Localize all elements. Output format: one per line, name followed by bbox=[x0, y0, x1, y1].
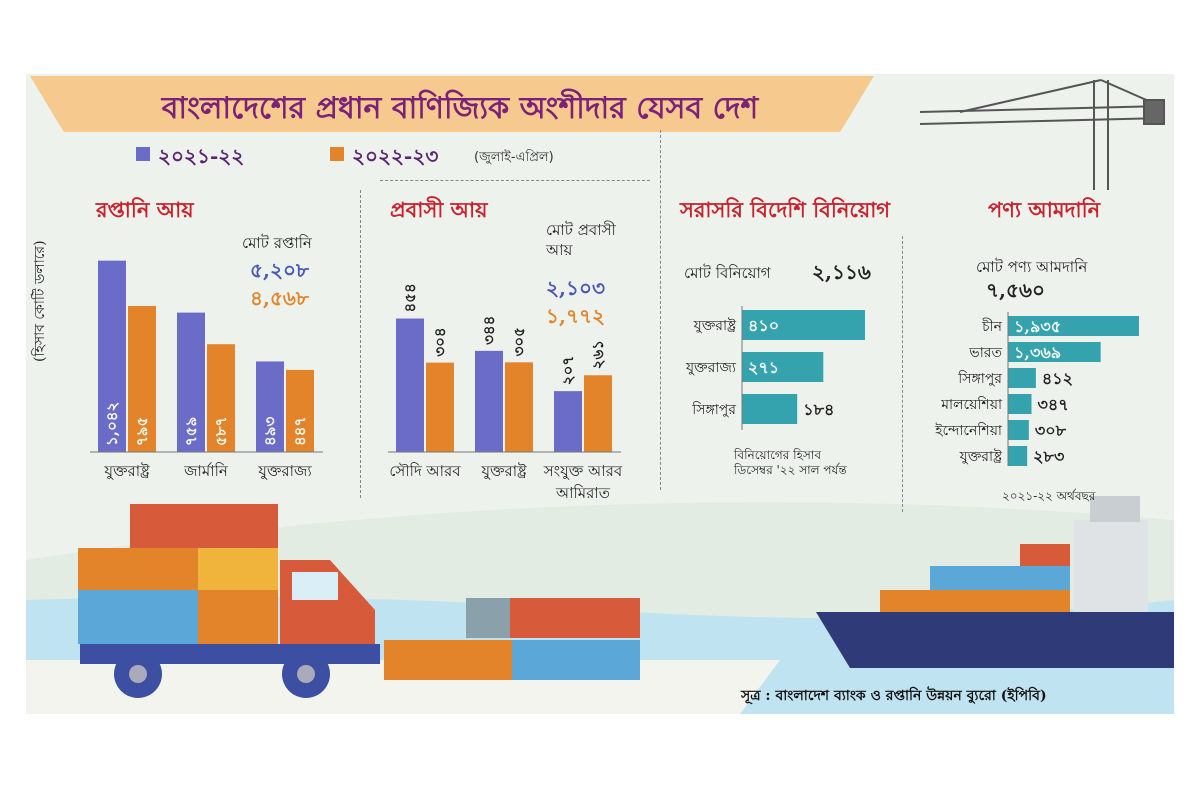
hbar-category-2-0: যুক্তরাষ্ট্র bbox=[693, 317, 737, 334]
data-label-1-a-1: ৩৪৪ bbox=[480, 316, 498, 345]
legend-swatch-b bbox=[330, 147, 344, 161]
hbar-3-3 bbox=[1008, 394, 1032, 414]
bar-0-b-1 bbox=[207, 344, 235, 452]
hbar-3-0 bbox=[1008, 316, 1139, 336]
bar-0-b-0 bbox=[128, 306, 156, 452]
imports-total: ৭,৫৬০ bbox=[986, 278, 1045, 302]
hbar-3-2 bbox=[1008, 368, 1036, 388]
remittance-total-a: ২,১০৩ bbox=[546, 276, 605, 300]
fdi-title: সরাসরি বিদেশি বিনিয়োগ bbox=[680, 197, 891, 222]
container-stack-icon bbox=[384, 598, 640, 680]
category-label-1-2-l1: সংযুক্ত আরব bbox=[543, 462, 623, 480]
category-label-0-0: যুক্তরাষ্ট্র bbox=[103, 462, 150, 480]
hbar-value-3-2: ৪১২ bbox=[1042, 369, 1073, 388]
remittance-title: প্রবাসী আয় bbox=[390, 197, 488, 222]
hbar-value-3-1: ১,৩৬৯ bbox=[1014, 343, 1061, 362]
divider-3 bbox=[902, 236, 903, 512]
hbar-value-2-1: ২৭১ bbox=[748, 358, 779, 377]
fdi-note-line1: বিনিয়োগের হিসাব bbox=[734, 448, 822, 462]
exports-title: রপ্তানি আয় bbox=[96, 197, 194, 222]
divider-4 bbox=[380, 180, 650, 181]
hbar-category-3-3: মালয়েশিয়া bbox=[940, 396, 1003, 413]
legend-label-b: ২০২২-২৩ bbox=[352, 144, 439, 168]
hbar-2-2 bbox=[742, 394, 798, 424]
hbar-value-2-0: ৪১০ bbox=[748, 316, 779, 335]
divider-1 bbox=[360, 190, 361, 498]
ship-icon bbox=[816, 496, 1174, 668]
bar-1-a-0 bbox=[396, 318, 424, 452]
category-label-1-2-l2: আমিরাত bbox=[555, 484, 611, 502]
hbar-category-3-4: ইন্দোনেশিয়া bbox=[934, 422, 1003, 439]
fdi-note: বিনিয়োগের হিসাব ডিসেম্বর '২২ সাল পর্যন্… bbox=[734, 448, 847, 478]
bar-1-a-2 bbox=[554, 391, 582, 452]
category-label-1-0: সৌদি আরব bbox=[389, 462, 461, 480]
legend-swatch-a bbox=[136, 147, 150, 161]
legend-label-a: ২০২১-২২ bbox=[158, 144, 245, 168]
bar-0-a-2 bbox=[256, 361, 284, 452]
remittance-total-label: মোট প্রবাসী আয় bbox=[546, 221, 616, 259]
data-label-1-a-0: ৪৫৪ bbox=[401, 283, 419, 312]
fdi-total: ২,১১৬ bbox=[812, 260, 871, 284]
bar-0-a-1 bbox=[177, 312, 205, 452]
hbar-category-3-0: চীন bbox=[981, 318, 1003, 335]
data-label-0-a-1: ৭৫৯ bbox=[182, 417, 200, 446]
legend-note: (জুলাই-এপ্রিল) bbox=[474, 150, 554, 165]
remittance-total-b: ১,৭৭২ bbox=[546, 304, 605, 328]
hbar-2-1 bbox=[742, 352, 824, 382]
hbar-3-4 bbox=[1008, 420, 1029, 440]
bar-1-b-1 bbox=[505, 362, 533, 452]
hbar-3-1 bbox=[1008, 342, 1101, 362]
data-label-0-b-0: ৭৯৫ bbox=[133, 417, 151, 446]
bar-1-b-0 bbox=[426, 362, 454, 452]
title-banner bbox=[30, 76, 874, 132]
imports-total-label: মোট পণ্য আমদানি bbox=[976, 258, 1088, 276]
truck-icon bbox=[78, 504, 380, 698]
hbar-category-2-2: সিঙ্গাপুর bbox=[691, 401, 736, 418]
hbar-category-2-1: যুক্তরাজ্য bbox=[685, 360, 737, 376]
hbar-value-3-0: ১,৯৩৫ bbox=[1014, 317, 1061, 336]
crane-icon bbox=[919, 79, 1165, 190]
category-label-1-1: যুক্তরাষ্ট্র bbox=[480, 462, 527, 480]
data-label-1-a-2: ২০৭ bbox=[559, 356, 577, 385]
data-label-0-b-1: ৫৮৭ bbox=[212, 417, 230, 446]
fdi-total-label: মোট বিনিয়োগ bbox=[684, 264, 771, 282]
hbar-value-3-5: ২৮৩ bbox=[1033, 447, 1065, 466]
bar-0-b-2 bbox=[286, 369, 314, 452]
hbar-2-0 bbox=[742, 310, 865, 340]
data-label-0-a-2: ৪৯৩ bbox=[261, 417, 279, 446]
source-note: সূত্র : বাংলাদেশ ব্যাংক ও রপ্তানি উন্নয়… bbox=[741, 688, 1047, 704]
hbar-category-3-1: ভারত bbox=[968, 345, 1002, 361]
exports-total-b: ৪,৫৬৮ bbox=[250, 286, 309, 310]
data-label-1-b-1: ৩০৫ bbox=[510, 327, 528, 356]
hbar-value-3-3: ৩৪৭ bbox=[1037, 395, 1068, 414]
data-label-0-b-2: ৪৪৭ bbox=[291, 417, 309, 446]
data-label-1-b-2: ২৬১ bbox=[589, 340, 607, 369]
exports-total-label: মোট রপ্তানি bbox=[242, 234, 312, 252]
hbar-value-2-2: ১৮৪ bbox=[803, 400, 834, 419]
bar-1-a-1 bbox=[475, 350, 503, 452]
fdi-note-line2: ডিসেম্বর '২২ সাল পর্যন্ত bbox=[734, 463, 847, 477]
hbar-category-3-5: যুক্তরাষ্ট্র bbox=[959, 448, 1003, 465]
category-label-0-1: জার্মানি bbox=[183, 462, 229, 480]
hbar-3-5 bbox=[1008, 446, 1028, 466]
page-title: বাংলাদেশের প্রধান বাণিজ্যিক অংশীদার যেসব… bbox=[161, 91, 759, 126]
imports-note: ২০২১-২২ অর্থবছর bbox=[1002, 489, 1096, 503]
imports-title: পণ্য আমদানি bbox=[988, 197, 1101, 222]
category-label-0-2: যুক্তরাজ্য bbox=[257, 462, 312, 480]
data-label-1-b-0: ৩০৪ bbox=[431, 327, 449, 356]
hbar-value-3-4: ৩০৮ bbox=[1035, 421, 1067, 440]
bar-0-a-0 bbox=[98, 260, 126, 452]
divider-2 bbox=[660, 130, 661, 490]
bar-1-b-2 bbox=[584, 375, 612, 452]
hbar-category-3-2: সিঙ্গাপুর bbox=[957, 370, 1002, 387]
exports-total-a: ৫,২০৮ bbox=[250, 258, 309, 282]
data-label-0-a-0: ১,০৪২ bbox=[103, 402, 121, 446]
